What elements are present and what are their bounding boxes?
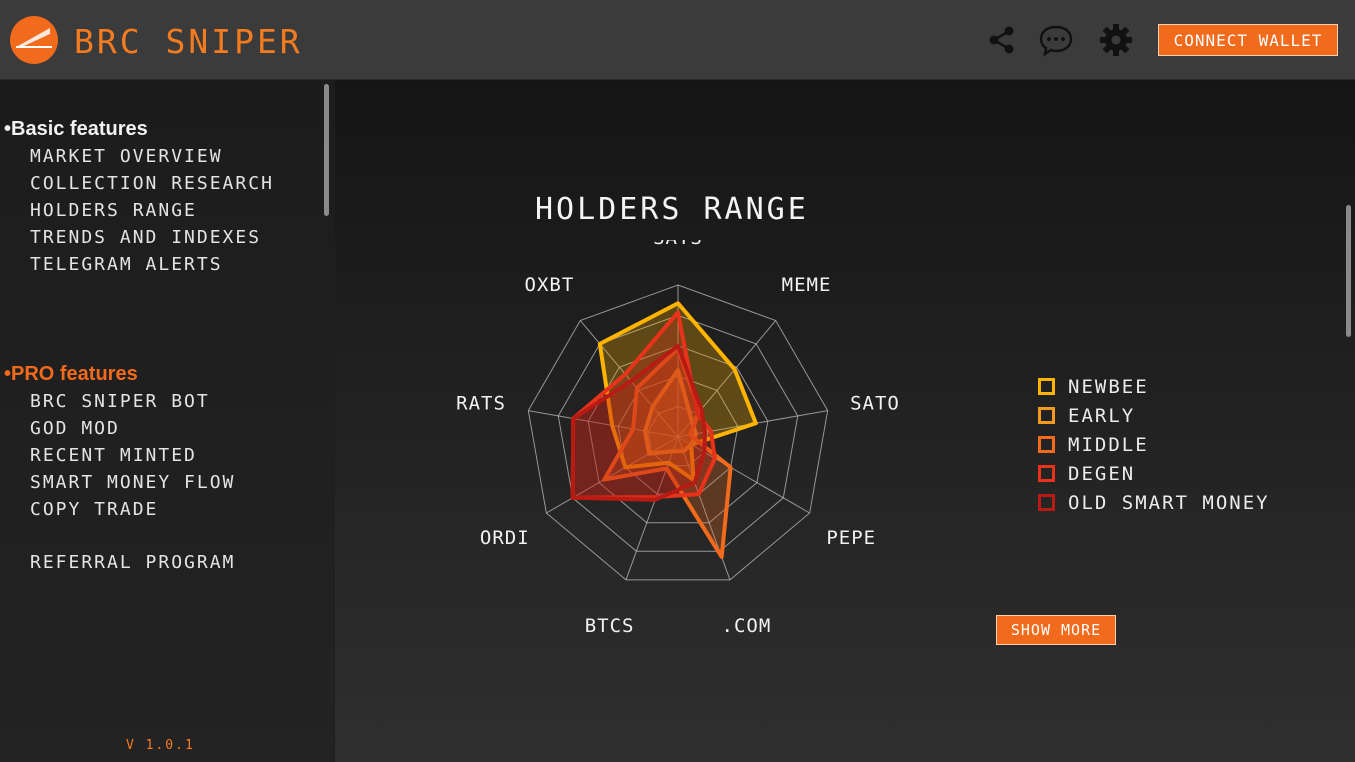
legend-label-middle: MIDDLE	[1068, 433, 1149, 456]
axis-label-oxbt: OXBT	[525, 274, 575, 296]
legend-item-newbee[interactable]: NEWBEE	[1038, 372, 1270, 401]
sidebar-scrollbar[interactable]	[324, 84, 329, 216]
axis-label-pepe: PEPE	[826, 527, 876, 549]
legend-label-early: EARLY	[1068, 404, 1136, 427]
radar-spoke	[677, 320, 777, 438]
legend-swatch-early	[1038, 407, 1055, 424]
legend-item-early[interactable]: EARLY	[1038, 401, 1270, 430]
pro-features-title: •PRO features	[4, 363, 138, 385]
nav-trends-and-indexes[interactable]: TRENDS AND INDEXES	[30, 227, 262, 248]
radar-chart: SATS MEME SATO PEPE .COM BTCS ORDI RATS OXBT	[456, 240, 900, 637]
main-content	[335, 80, 1355, 762]
legend-swatch-newbee	[1038, 378, 1055, 395]
axis-label-rats: RATS	[456, 392, 506, 414]
axis-label-sato: SATO	[850, 392, 900, 414]
legend-swatch-degen	[1038, 465, 1055, 482]
sidebar	[0, 80, 334, 762]
nav-collection-research[interactable]: COLLECTION RESEARCH	[30, 173, 274, 194]
legend-item-degen[interactable]: DEGEN	[1038, 459, 1270, 488]
version-label: V 1.0.1	[126, 738, 195, 753]
axis-label-com: .COM	[722, 615, 772, 637]
share-icon[interactable]	[984, 22, 1020, 58]
radar-spoke	[528, 410, 679, 438]
axis-label-btcs: BTCS	[585, 615, 635, 637]
axis-label-meme: MEME	[782, 274, 832, 296]
legend-swatch-middle	[1038, 436, 1055, 453]
nav-god-mod[interactable]: GOD MOD	[30, 418, 120, 439]
legend-label-old-smart-money: OLD SMART MONEY	[1068, 491, 1270, 514]
nav-recent-minted[interactable]: RECENT MINTED	[30, 445, 197, 466]
legend-item-old-smart-money[interactable]: OLD SMART MONEY	[1038, 488, 1270, 517]
app-title: BRC SNIPER	[74, 22, 303, 61]
radar-gridline	[527, 284, 829, 581]
main-scrollbar[interactable]	[1346, 205, 1351, 337]
nav-referral-program[interactable]: REFERRAL PROGRAM	[30, 552, 236, 573]
nav-smart-money-flow[interactable]: SMART MONEY FLOW	[30, 472, 236, 493]
brc-sniper-logo-icon[interactable]	[10, 16, 58, 64]
chat-icon[interactable]	[1038, 22, 1074, 58]
radar-series-old-smart-money	[570, 343, 707, 502]
legend-label-newbee: NEWBEE	[1068, 375, 1149, 398]
axis-label-sats: SATS	[653, 240, 703, 249]
legend-label-degen: DEGEN	[1068, 462, 1136, 485]
chart-title: HOLDERS RANGE	[535, 192, 809, 227]
nav-holders-range[interactable]: HOLDERS RANGE	[30, 200, 197, 221]
chart-legend: NEWBEE EARLY MIDDLE DEGEN OLD SMART MONE…	[1038, 372, 1270, 517]
radar-gridline	[557, 314, 799, 552]
nav-copy-trade[interactable]: COPY TRADE	[30, 499, 159, 520]
radar-series-newbee	[597, 301, 758, 482]
connect-wallet-button[interactable]: CONNECT WALLET	[1158, 24, 1338, 56]
nav-market-overview[interactable]: MARKET OVERVIEW	[30, 146, 223, 167]
radar-spoke	[546, 436, 679, 514]
radar-spoke	[677, 436, 810, 514]
radar-spoke	[625, 436, 679, 581]
legend-swatch-old-smart-money	[1038, 494, 1055, 511]
basic-features-title: •Basic features	[4, 118, 148, 140]
show-more-button[interactable]: SHOW MORE	[996, 615, 1116, 645]
app-header: BRC SNIPER	[0, 0, 1355, 80]
legend-item-middle[interactable]: MIDDLE	[1038, 430, 1270, 459]
axis-label-ordi: ORDI	[480, 527, 530, 549]
gear-icon[interactable]	[1098, 22, 1134, 58]
radar-spoke	[579, 320, 679, 438]
radar-series-middle	[602, 346, 733, 559]
nav-brc-sniper-bot[interactable]: BRC SNIPER BOT	[30, 391, 210, 412]
nav-telegram-alerts[interactable]: TELEGRAM ALERTS	[30, 254, 223, 275]
